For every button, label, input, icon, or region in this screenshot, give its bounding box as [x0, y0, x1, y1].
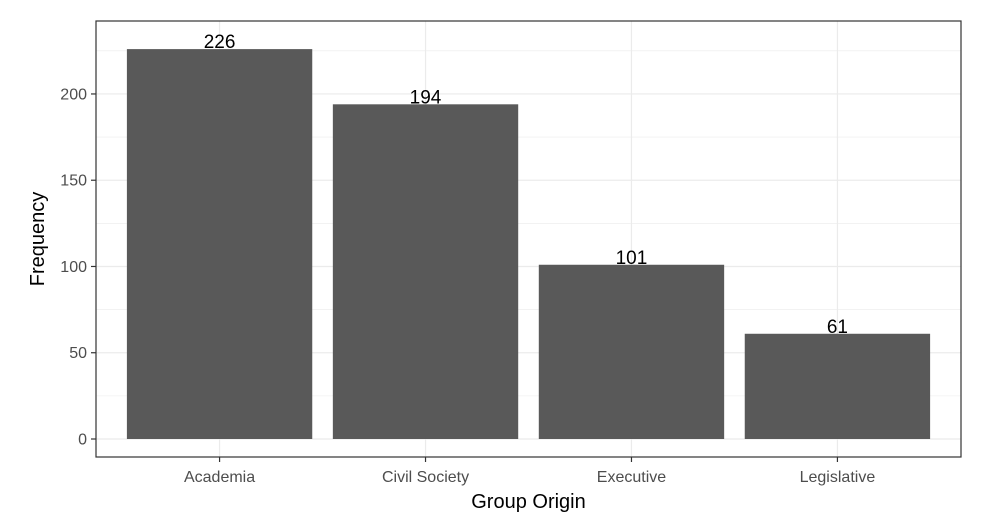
data-label: 226: [204, 32, 236, 53]
x-tick-label: Legislative: [800, 469, 876, 486]
bar-civil-society: [332, 104, 519, 439]
bar-academia: [126, 49, 313, 440]
bars: [126, 49, 931, 440]
plot-panel-border: [95, 20, 962, 458]
bar-legislative: [744, 333, 931, 439]
x-tick-label: Academia: [184, 469, 255, 486]
y-axis: 0 50 100 150 200: [60, 86, 96, 449]
y-tick-label: 100: [60, 259, 87, 276]
x-axis-title: Group Origin: [471, 491, 586, 513]
data-labels: 226 194 101 61: [204, 32, 848, 338]
y-tick-label: 50: [69, 345, 87, 362]
bar-executive: [538, 264, 725, 439]
y-tick-label: 150: [60, 173, 87, 190]
x-tick-label: Executive: [597, 469, 666, 486]
y-tick-label: 200: [60, 86, 87, 103]
x-tick-label: Civil Society: [382, 469, 469, 486]
data-label: 194: [410, 87, 442, 108]
y-tick-label: 0: [78, 432, 87, 449]
data-label: 101: [616, 248, 648, 269]
y-axis-title: Frequency: [27, 192, 49, 287]
x-axis: Academia Civil Society Executive Legislativ…: [184, 457, 875, 486]
data-label: 61: [827, 317, 848, 338]
